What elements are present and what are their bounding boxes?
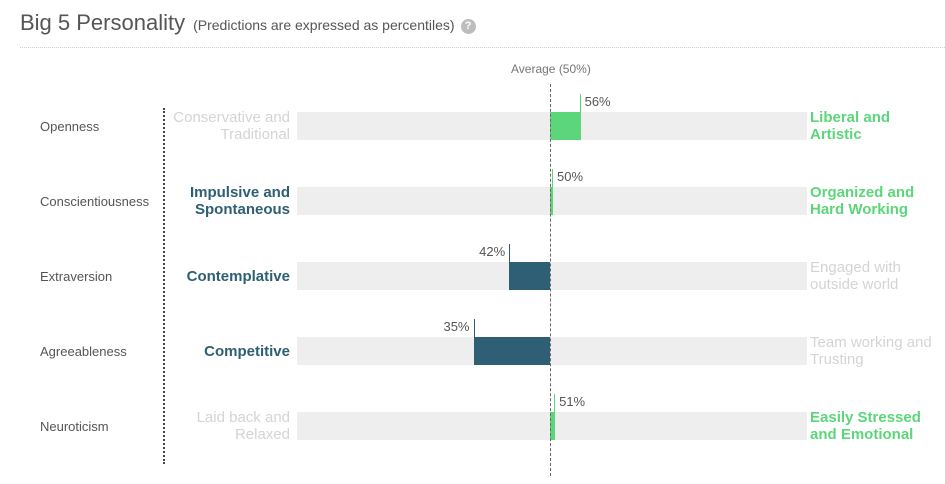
- trait-row-neuroticism: Neuroticism Laid back and Relaxed 51% Eas…: [0, 388, 945, 464]
- average-label: Average (50%): [511, 62, 591, 76]
- left-pole-label: Contemplative: [187, 238, 290, 314]
- trait-label: Openness: [40, 118, 100, 134]
- percentile-bar: [509, 262, 550, 290]
- right-pole-line2: outside world: [810, 276, 899, 293]
- percentile-value-label: 50%: [557, 169, 584, 184]
- left-pole-line1: Competitive: [204, 342, 290, 360]
- percentile-bar: [550, 412, 556, 440]
- right-pole-label: Liberal and Artistic: [810, 88, 890, 164]
- right-pole-label: Team working and Trusting: [810, 313, 932, 389]
- right-pole-label: Easily Stressed and Emotional: [810, 388, 921, 464]
- trait-label: Conscientiousness: [40, 193, 150, 209]
- right-pole-line1: Easily Stressed: [810, 409, 921, 426]
- percentile-bar-marker: [579, 94, 581, 112]
- left-pole-line2: Traditional: [220, 126, 290, 143]
- right-pole-label: Organized and Hard Working: [810, 163, 914, 239]
- right-pole-label: Engaged with outside world: [810, 238, 901, 314]
- trait-row-conscientiousness: Conscientiousness Impulsive and Spontaneo…: [0, 163, 945, 239]
- right-pole-line1: Engaged with: [810, 259, 901, 276]
- trait-row-extraversion: Extraversion Contemplative 42% Engaged w…: [0, 238, 945, 314]
- percentile-bar-marker: [473, 319, 475, 337]
- average-baseline: [550, 84, 551, 476]
- right-pole-line1: Liberal and: [810, 109, 891, 126]
- right-pole-line2: Artistic: [810, 126, 862, 143]
- trait-row-openness: Openness Conservative and Traditional 56%…: [0, 88, 945, 164]
- chart-subtitle: (Predictions are expressed as percentile…: [193, 17, 455, 33]
- left-pole-line1: Impulsive and: [189, 184, 290, 201]
- chart-header: Big 5 Personality (Predictions are expre…: [20, 10, 476, 46]
- header-divider: [20, 47, 945, 48]
- left-pole-line1: Contemplative: [186, 267, 290, 285]
- trait-label: Extraversion: [40, 268, 113, 284]
- right-pole-line1: Organized and: [810, 184, 915, 201]
- trait-row-agreeableness: Agreeableness Competitive 35% Team worki…: [0, 313, 945, 389]
- percentile-bar: [473, 337, 550, 365]
- percentile-track: [297, 262, 807, 290]
- left-pole-line2: Spontaneous: [194, 201, 290, 218]
- percentile-bar-marker: [509, 244, 511, 262]
- percentile-bar-marker: [552, 169, 553, 187]
- chart-title: Big 5 Personality: [20, 10, 186, 35]
- percentile-value-label: 42%: [479, 244, 506, 259]
- percentile-value-label: 51%: [559, 394, 586, 409]
- left-pole-line1: Laid back and: [196, 409, 290, 426]
- percentile-bar: [550, 112, 581, 140]
- percentile-value-label: 56%: [584, 94, 611, 109]
- trait-column-divider: [163, 108, 165, 464]
- right-pole-line2: and Emotional: [810, 426, 914, 443]
- percentile-value-label: 35%: [443, 319, 470, 334]
- left-pole-label: Conservative and Traditional: [173, 88, 290, 164]
- trait-label: Agreeableness: [40, 343, 127, 359]
- trait-label: Neuroticism: [40, 418, 109, 434]
- percentile-track: [297, 337, 807, 365]
- percentile-bar: [550, 187, 553, 215]
- right-pole-line2: Trusting: [810, 351, 864, 368]
- left-pole-line2: Relaxed: [234, 426, 290, 443]
- percentile-bar-marker: [554, 394, 556, 412]
- left-pole-label: Competitive: [204, 313, 290, 389]
- right-pole-line1: Team working and: [810, 334, 932, 351]
- left-pole-line1: Conservative and: [173, 109, 290, 126]
- left-pole-label: Laid back and Relaxed: [197, 388, 290, 464]
- question-circle-icon[interactable]: ?: [460, 19, 476, 34]
- left-pole-label: Impulsive and Spontaneous: [190, 163, 290, 239]
- right-pole-line2: Hard Working: [810, 201, 909, 218]
